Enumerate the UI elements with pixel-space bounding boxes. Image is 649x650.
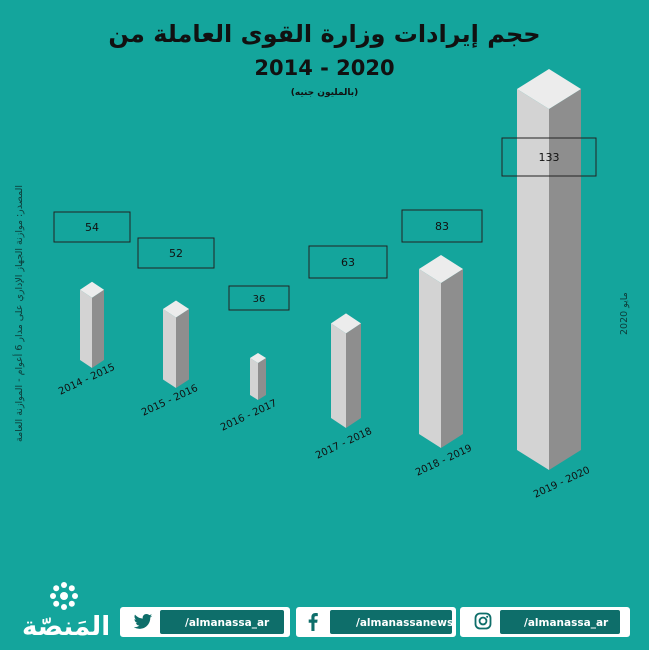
chart-title-years: 2014 - 2020 [254, 56, 395, 80]
bar-chart: 54 2014 - 2015 52 2015 - 2016 36 2016 - 2017 6… [53, 69, 597, 501]
facebook-icon [308, 613, 318, 631]
bar-side-face [92, 289, 104, 368]
bar-side-face [176, 308, 189, 388]
category-tick-label: 2017 - 2018 [314, 426, 374, 462]
category-tick-label: 2019 - 2020 [532, 465, 592, 501]
bar-top-face [517, 69, 581, 110]
data-label: 52 [169, 247, 183, 260]
data-label: 83 [435, 220, 449, 233]
instagram-icon [474, 612, 492, 630]
category-tick-label: 2015 - 2016 [140, 383, 200, 419]
bar-front-face [331, 323, 346, 428]
bar-top-face [80, 281, 104, 298]
twitter-icon [133, 614, 153, 629]
bar-top-face [419, 254, 463, 283]
facebook-handle[interactable]: /almanassanews [356, 617, 454, 629]
facebook-pill-label-bg [330, 610, 452, 634]
bar-2018 - 2019 [419, 254, 463, 448]
bar-front-face [419, 268, 441, 448]
bar-2014 - 2015 [80, 281, 104, 368]
bar-2016 - 2017 [250, 353, 266, 400]
data-label: 36 [253, 294, 266, 305]
value-box [137, 237, 215, 269]
data-label: 63 [341, 256, 355, 269]
value-box [228, 285, 290, 311]
bar-front-face [517, 89, 549, 471]
instagram-pill-label-bg [500, 610, 620, 634]
logo-text: المَنصّة [22, 612, 111, 642]
value-box [53, 211, 131, 243]
bar-top-face [331, 313, 361, 334]
bar-front-face [163, 308, 176, 388]
value-box [501, 137, 597, 177]
category-tick-label: 2018 - 2019 [414, 443, 474, 479]
bar-side-face [441, 268, 463, 448]
chart-title: حجم إيرادات وزارة القوى العاملة من [108, 20, 541, 48]
footer: /almanassa_ar /almanassanews /almanassa_… [0, 585, 649, 650]
bar-top-face [163, 300, 189, 318]
bar-side-face [549, 89, 581, 471]
category-tick-label: 2014 - 2015 [57, 362, 117, 398]
bar-2015 - 2016 [163, 300, 189, 388]
bar-front-face [80, 289, 92, 368]
value-box [308, 245, 388, 279]
unit-note: (بالمليون جنيه) [290, 88, 359, 98]
bar-2017 - 2018 [331, 313, 361, 428]
bar-front-face [250, 358, 258, 400]
logo-star-icon [50, 582, 78, 610]
bar-top-face [250, 353, 266, 364]
category-tick-label: 2016 - 2017 [219, 398, 279, 434]
data-label: 54 [85, 221, 99, 234]
data-label: 133 [539, 151, 560, 164]
bar-2019 - 2020 [517, 69, 581, 471]
value-box [401, 209, 483, 243]
bar-side-face [258, 358, 266, 400]
twitter-pill-label-bg [160, 610, 284, 634]
instagram-handle[interactable]: /almanassa_ar [524, 617, 609, 629]
twitter-handle[interactable]: /almanassa_ar [185, 617, 270, 629]
bar-side-face [346, 323, 361, 428]
